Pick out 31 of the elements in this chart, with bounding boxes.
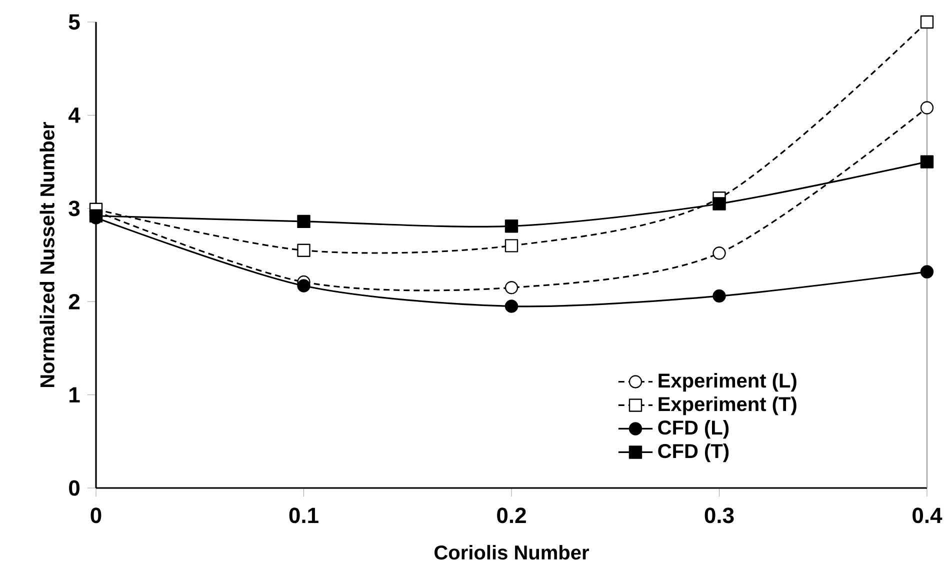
x-tick-label: 0.1 <box>289 508 318 524</box>
legend-label: CFD (L) <box>658 420 729 439</box>
point <box>504 281 518 294</box>
x-axis-title: Coriolis Number <box>434 544 589 560</box>
legend-label: Experiment (T) <box>658 396 796 416</box>
y-axis-title: Normalized Nusselt Number <box>40 122 54 388</box>
legend-label: CFD (T) <box>658 443 729 462</box>
point <box>504 220 518 233</box>
x-tick-label: 0.2 <box>497 508 526 524</box>
y-tick-label: 5 <box>68 14 80 30</box>
point <box>297 279 310 292</box>
y-tick-label: 2 <box>68 294 80 310</box>
point <box>297 214 310 228</box>
legend-label: Experiment (L) <box>658 372 796 392</box>
y-tick-label: 1 <box>70 387 80 402</box>
y-tick-label: 0 <box>69 480 80 496</box>
point <box>504 300 518 313</box>
point <box>712 197 726 210</box>
x-tick-label: 0.4 <box>912 508 942 524</box>
point <box>920 265 934 278</box>
point <box>920 155 934 168</box>
y-tick-label: 4 <box>68 108 80 123</box>
point <box>920 101 934 114</box>
y-tick-label: 3 <box>68 200 80 216</box>
point <box>712 246 726 260</box>
point <box>920 15 934 29</box>
x-tick-label: 0.3 <box>704 508 734 524</box>
point <box>504 239 518 252</box>
point <box>297 244 310 257</box>
x-tick-label: 0 <box>90 508 102 524</box>
point <box>712 289 726 303</box>
